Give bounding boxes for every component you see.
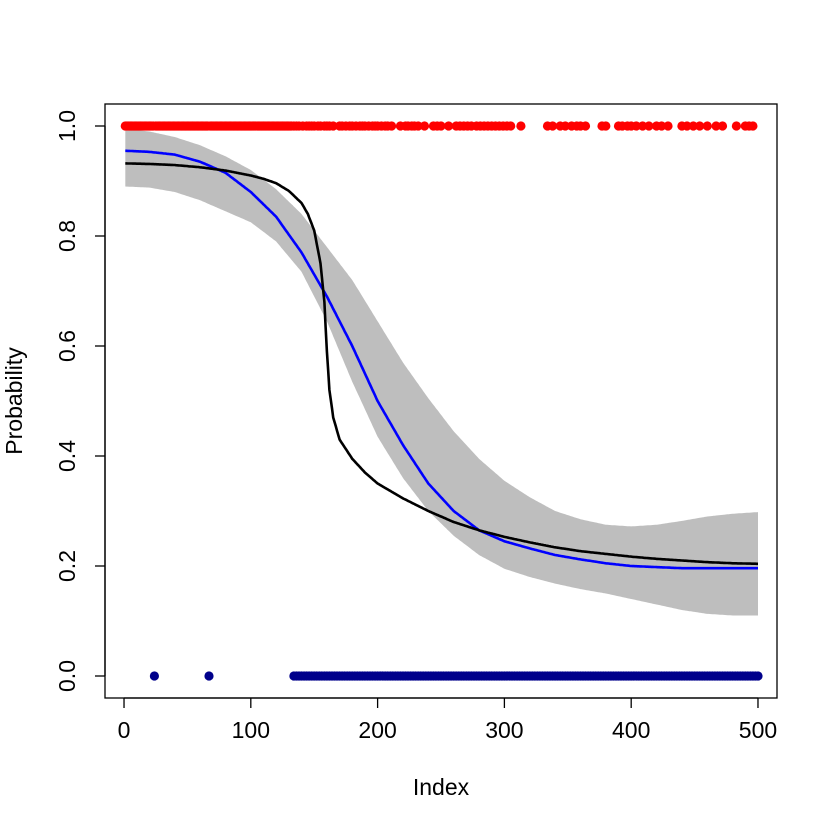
point-y1 — [695, 121, 705, 131]
point-y0 — [204, 671, 214, 681]
black-fit-line — [125, 162, 758, 566]
y-tick-label: 0.4 — [54, 440, 80, 472]
point-y1 — [387, 121, 397, 131]
x-tick-label: 400 — [612, 717, 650, 743]
point-y1 — [748, 121, 758, 131]
point-y1 — [516, 121, 526, 131]
y-tick-label: 1.0 — [54, 110, 80, 142]
point-y1 — [413, 121, 423, 131]
point-y1 — [688, 121, 698, 131]
confidence-band — [125, 128, 759, 616]
point-y1 — [711, 121, 721, 131]
point-y1 — [663, 121, 673, 131]
point-y1 — [560, 121, 570, 131]
x-tick-label: 300 — [485, 717, 523, 743]
x-tick-label: 500 — [739, 717, 777, 743]
point-y1 — [444, 121, 454, 131]
fitted-lines — [125, 149, 758, 570]
point-y1 — [506, 121, 516, 131]
point-y0 — [753, 671, 763, 681]
y-tick-label: 0.2 — [54, 550, 80, 582]
y-tick-label: 0.6 — [54, 330, 80, 362]
y-axis-title: Probability — [1, 347, 27, 455]
point-y1 — [436, 121, 446, 131]
point-y1 — [419, 121, 430, 131]
point-y1 — [682, 121, 692, 131]
point-y0 — [149, 671, 159, 681]
point-y1 — [657, 121, 667, 131]
point-y1 — [631, 121, 641, 131]
blue-fit-line — [125, 149, 758, 570]
y-tick-label: 0.0 — [54, 660, 80, 692]
point-y1 — [601, 121, 611, 131]
observation-points — [120, 121, 763, 681]
point-y1 — [580, 121, 591, 131]
y-tick-label: 0.8 — [54, 220, 80, 252]
point-y1 — [548, 121, 558, 131]
point-y1 — [328, 121, 338, 131]
point-y1 — [702, 121, 712, 131]
point-y1 — [644, 121, 654, 131]
point-y1 — [717, 121, 728, 131]
confidence-band-area — [125, 128, 759, 616]
x-tick-label: 100 — [232, 717, 270, 743]
x-tick-label: 200 — [358, 717, 396, 743]
point-y1 — [638, 121, 648, 131]
x-axis-title: Index — [413, 774, 470, 800]
y-axis: 0.0 0.2 0.4 0.6 0.8 1.0 — [54, 110, 106, 692]
point-y1 — [731, 121, 742, 131]
x-axis: 0 100 200 300 400 500 — [118, 697, 777, 743]
x-tick-label: 0 — [118, 717, 131, 743]
